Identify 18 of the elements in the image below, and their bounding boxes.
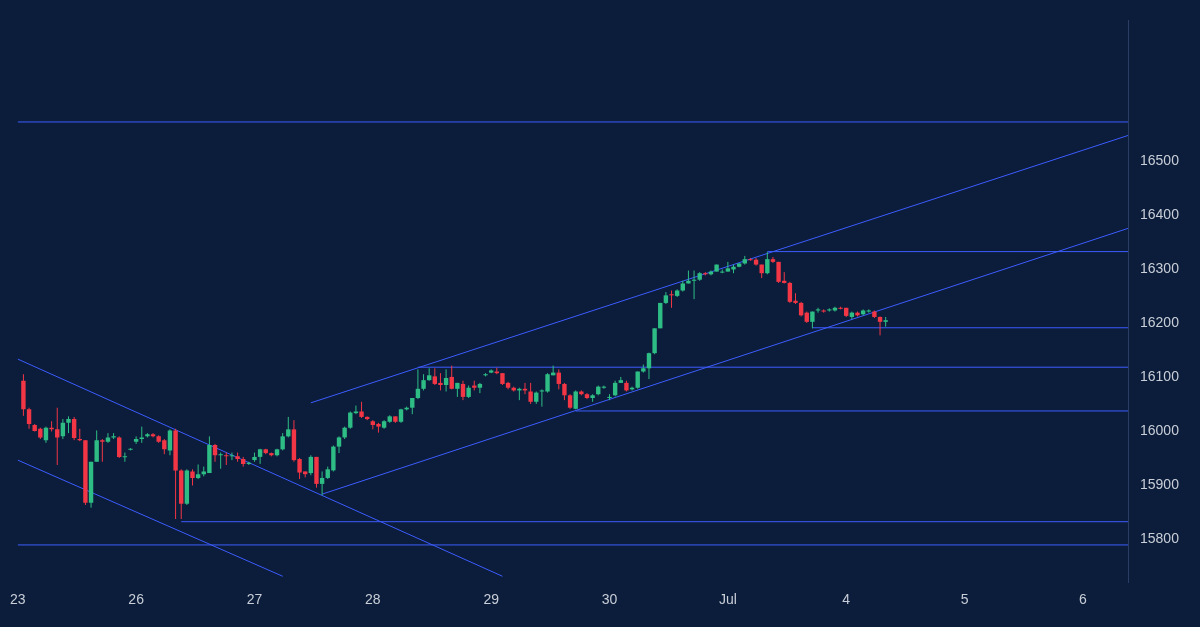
y-tick-label: 16000 (1140, 421, 1180, 438)
x-tick-label: 27 (246, 591, 263, 608)
x-tick-label: 28 (365, 591, 381, 608)
x-tick-label: 29 (483, 591, 500, 608)
x-tick-label: 26 (128, 591, 145, 608)
x-tick-label: 30 (601, 591, 618, 608)
x-tick-label: Jul (718, 591, 737, 608)
y-tick-label: 16400 (1140, 205, 1180, 222)
y-tick-label: 16100 (1140, 367, 1180, 384)
x-tick-label: 23 (10, 591, 26, 608)
x-tick-label: 4 (842, 591, 851, 608)
y-tick-label: 15800 (1140, 529, 1180, 546)
x-tick-label: 6 (1079, 591, 1088, 608)
x-tick-label: 5 (960, 591, 969, 608)
y-tick-label: 16500 (1140, 151, 1180, 168)
y-tick-label: 15900 (1140, 475, 1180, 492)
y-tick-label: 16300 (1140, 259, 1180, 276)
y-tick-label: 16200 (1140, 313, 1180, 330)
